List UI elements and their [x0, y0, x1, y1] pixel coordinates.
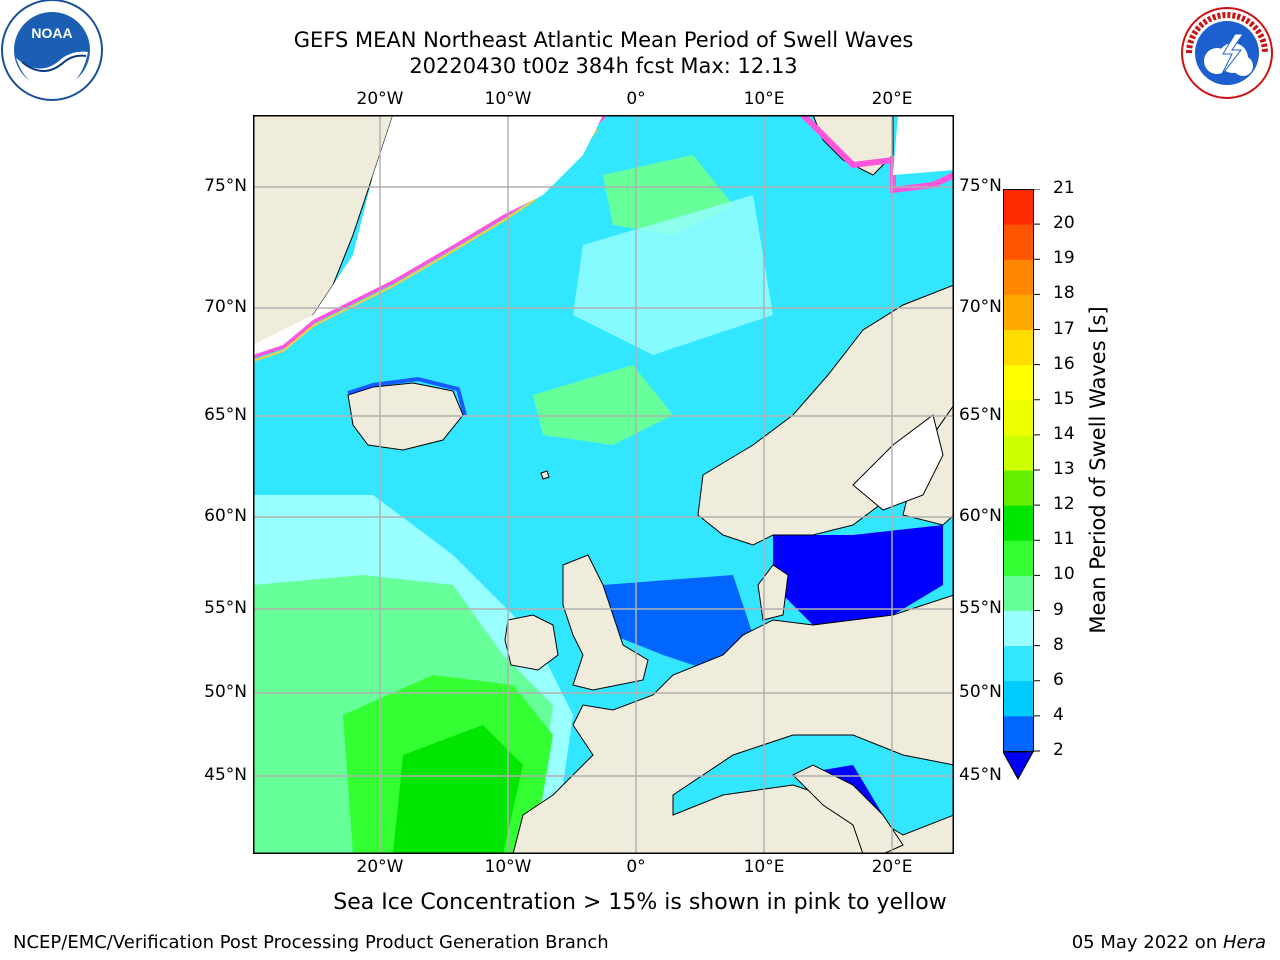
colorbar-level-label: 14 — [1053, 423, 1075, 444]
bottom-lon-label: 20°E — [871, 857, 913, 877]
colorbar-swatch — [1003, 364, 1034, 401]
colorbar-level-label: 13 — [1053, 459, 1075, 479]
right-lat-label: 75°N — [959, 176, 1002, 196]
nws-logo — [1181, 7, 1273, 99]
colorbar-swatch — [1003, 575, 1034, 611]
colorbar-level-label: 12 — [1053, 494, 1075, 515]
svg-text:NOAA: NOAA — [31, 25, 72, 41]
footer-date-text: 05 May 2022 on — [1071, 932, 1223, 953]
right-lat-label: 50°N — [959, 682, 1002, 702]
colorbar-swatch — [1003, 540, 1034, 576]
right-lat-label: 45°N — [959, 765, 1002, 785]
colorbar-level-label: 9 — [1053, 599, 1064, 620]
bottom-lon-label: 20°W — [356, 857, 404, 877]
bottom-lon-label: 10°E — [743, 857, 785, 877]
left-lat-label: 65°N — [204, 405, 247, 425]
north-sea-short — [603, 575, 753, 675]
colorbar-swatch — [1003, 189, 1034, 225]
colorbar-under-triangle — [1003, 751, 1034, 781]
right-lat-label: 55°N — [959, 598, 1002, 618]
colorbar-level-label: 17 — [1053, 318, 1075, 339]
colorbar-swatch — [1003, 645, 1034, 682]
colorbar-level-label: 2 — [1053, 740, 1064, 760]
footer-credit: NCEP/EMC/Verification Post Processing Pr… — [13, 932, 609, 953]
swell-period-map — [253, 115, 954, 854]
left-lat-label: 45°N — [204, 765, 247, 785]
left-lat-label: 60°N — [204, 506, 247, 526]
sea-ice-note: Sea Ice Concentration > 15% is shown in … — [333, 890, 947, 915]
footer-date: 05 May 2022 on Hera — [1072, 932, 1266, 953]
top-lon-label: 10°W — [484, 89, 532, 109]
colorbar-level-label: 21 — [1053, 178, 1075, 198]
map-frame — [253, 115, 954, 854]
colorbar-swatch — [1003, 294, 1034, 330]
right-lat-label: 70°N — [959, 297, 1002, 317]
footer-host: Hera — [1222, 932, 1266, 953]
colorbar-level-label: 20 — [1053, 213, 1075, 234]
colorbar-swatch — [1003, 505, 1034, 541]
colorbar-level-label: 18 — [1053, 283, 1075, 304]
colorbar-frame — [1003, 189, 1034, 752]
colorbar-level-label: 16 — [1053, 353, 1075, 374]
colorbar-level-label: 8 — [1053, 634, 1064, 655]
sea-ice-white — [893, 115, 954, 175]
colorbar-swatch — [1003, 259, 1034, 295]
right-lat-label: 60°N — [959, 506, 1002, 526]
swell-patch — [573, 195, 773, 355]
top-lon-label: 10°E — [743, 89, 785, 109]
great-britain-land — [562, 554, 649, 691]
left-lat-label: 70°N — [204, 297, 247, 317]
swell-patch — [533, 365, 673, 445]
colorbar-swatch — [1003, 224, 1034, 260]
graticule — [253, 115, 954, 854]
baltic-short — [773, 525, 943, 625]
denmark-land — [757, 564, 789, 621]
colorbar-level-label: 11 — [1053, 529, 1075, 550]
colorbar-swatch — [1003, 399, 1034, 436]
colorbar-level-label: 4 — [1053, 704, 1064, 725]
swell-band-12 — [393, 725, 523, 854]
colorbar-swatch — [1003, 715, 1034, 752]
colorbar-level-label: 10 — [1053, 564, 1075, 585]
sea-ice-white — [253, 115, 603, 355]
map-subtitle: 20220430 t00z 384h fcst Max: 12.13 — [409, 54, 798, 78]
colorbar — [1003, 189, 1040, 781]
colorbar-level-label: 15 — [1053, 388, 1075, 409]
colorbar-level-label: 19 — [1053, 248, 1075, 269]
colorbar-swatch — [1003, 610, 1034, 647]
europe-land — [512, 594, 954, 854]
colorbar-title: Mean Period of Swell Waves [s] — [1086, 306, 1110, 634]
right-lat-label: 65°N — [959, 405, 1002, 425]
noaa-logo: NOAA — [1, 0, 103, 101]
top-lon-label: 20°E — [871, 89, 913, 109]
left-lat-label: 55°N — [204, 598, 247, 618]
colorbar-level-label: 6 — [1053, 669, 1064, 690]
bottom-lon-label: 10°W — [484, 857, 532, 877]
colorbar-swatch — [1003, 329, 1034, 366]
left-lat-label: 75°N — [204, 176, 247, 196]
ireland-land — [504, 614, 559, 671]
faroe-land — [540, 470, 550, 480]
colorbar-swatch — [1003, 470, 1034, 506]
top-lon-label: 20°W — [356, 89, 404, 109]
iceland-coast-short — [347, 376, 467, 416]
colorbar-swatch — [1003, 434, 1034, 471]
italy-land — [792, 764, 904, 854]
map-title: GEFS MEAN Northeast Atlantic Mean Period… — [293, 28, 914, 52]
colorbar-swatch — [1003, 680, 1034, 717]
top-lon-label: 0° — [626, 89, 646, 109]
bottom-lon-label: 0° — [626, 857, 646, 877]
left-lat-label: 50°N — [204, 682, 247, 702]
gulf-of-bothnia-ice — [852, 414, 944, 511]
